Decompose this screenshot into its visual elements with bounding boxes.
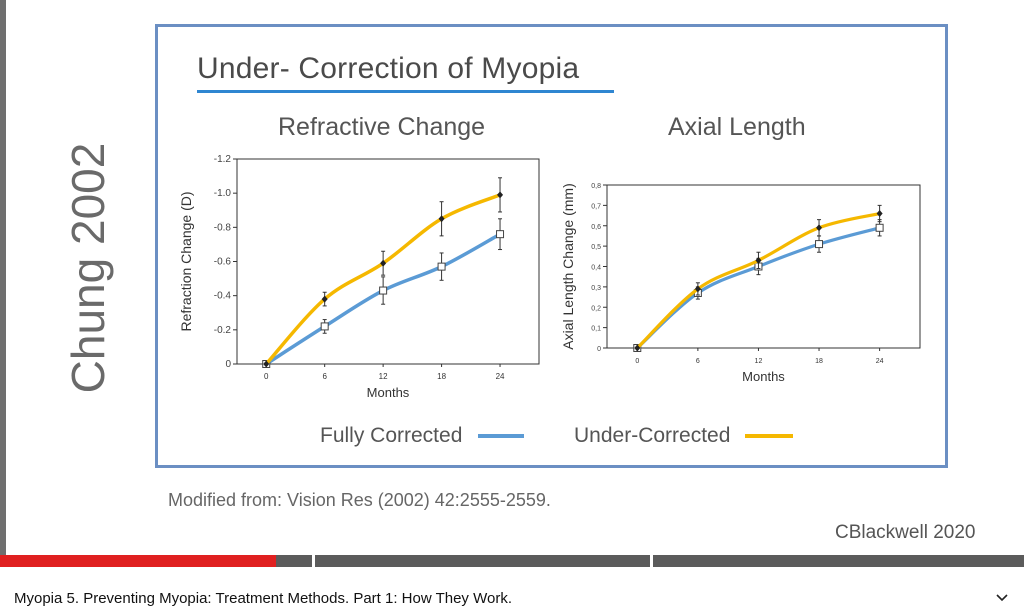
data-point-under-corrected: [263, 360, 270, 368]
video-title: Myopia 5. Preventing Myopia: Treatment M…: [14, 590, 512, 607]
legend-swatch-under-corrected: [745, 434, 793, 438]
x-tick-label: 6: [696, 358, 700, 365]
y-axis-label: Axial Length Change (mm): [560, 183, 576, 350]
x-axis-label: Months: [367, 385, 410, 400]
y-tick-label: 0,7: [591, 203, 601, 210]
frame-edge-bar: [0, 0, 6, 555]
data-point-under-corrected: [634, 344, 641, 352]
x-tick-label: 0: [264, 372, 269, 381]
data-point-fully-corrected: [875, 223, 884, 232]
chapter-marker: [312, 555, 315, 567]
title-underline: [197, 90, 614, 93]
plot-frame: [606, 184, 921, 349]
credit: CBlackwell 2020: [835, 522, 976, 543]
slide-title: Under- Correction of Myopia: [197, 52, 580, 85]
video-frame[interactable]: Under- Correction of Myopia Chung 2002 R…: [0, 0, 1024, 555]
y-tick-label: -0.6: [214, 257, 232, 268]
side-title: Chung 2002: [62, 142, 114, 394]
progress-bar[interactable]: [0, 555, 1024, 567]
data-point-under-corrected: [321, 295, 328, 303]
data-point-under-corrected: [876, 210, 883, 218]
chart-title-refractive: Refractive Change: [278, 113, 486, 141]
data-point-under-corrected: [380, 259, 387, 267]
data-point-under-corrected: [694, 285, 701, 293]
data-point-under-corrected: [816, 224, 823, 232]
data-point-fully-corrected: [437, 262, 446, 271]
data-point-fully-corrected: [496, 230, 505, 239]
x-tick-label: 18: [437, 372, 446, 381]
data-point-under-corrected: [497, 191, 504, 199]
y-tick-label: 0,3: [591, 285, 601, 292]
data-point-fully-corrected: [815, 240, 824, 249]
y-axis-label: Refraction Change (D): [178, 191, 194, 331]
x-tick-label: 6: [322, 372, 327, 381]
x-tick-label: 24: [876, 358, 884, 365]
x-tick-label: 18: [815, 358, 823, 365]
x-tick-label: 0: [635, 358, 639, 365]
caption-bar: [0, 567, 1024, 616]
y-tick-label: 0,6: [591, 224, 601, 231]
legend-swatch-fully-corrected: [478, 434, 524, 438]
data-point-under-corrected: [438, 215, 445, 223]
x-tick-label: 24: [496, 372, 505, 381]
y-tick-label: -0.2: [214, 325, 232, 336]
progress-fill: [0, 555, 277, 567]
y-tick-label: 0,5: [591, 244, 601, 251]
series-line-under-corrected: [635, 211, 882, 350]
x-tick-label: 12: [379, 372, 388, 381]
y-tick-label: 0: [225, 359, 231, 370]
y-tick-label: -0.4: [214, 291, 232, 302]
axial-length-chart: 0 0,1 0,2 0,3 0,4 0,5 0,6 0,7 0,8 0 6 12 18 24 Months A…: [560, 183, 921, 384]
data-point-fully-corrected: [320, 322, 329, 331]
legend-label-fully-corrected: Fully Corrected: [320, 424, 463, 447]
chevron-down-icon[interactable]: [992, 588, 1012, 608]
y-tick-label: 0,8: [591, 183, 601, 190]
y-tick-label: 0,4: [591, 265, 601, 272]
y-tick-label: -1.2: [214, 154, 232, 165]
chart-title-axial: Axial Length: [668, 113, 806, 141]
y-tick-label: -1.0: [214, 188, 232, 199]
data-point-fully-corrected: [379, 286, 388, 295]
y-tick-label: 0: [597, 346, 601, 353]
source-note: Modified from: Vision Res (2002) 42:2555…: [168, 490, 551, 510]
y-tick-label: 0,2: [591, 305, 601, 312]
y-tick-label: 0,1: [591, 326, 601, 333]
series-line-fully-corrected: [635, 226, 882, 350]
y-tick-label: -0.8: [214, 222, 232, 233]
legend-label-under-corrected: Under-Corrected: [574, 424, 731, 447]
data-point-under-corrected: [755, 256, 762, 264]
x-axis-label: Months: [742, 369, 785, 384]
x-tick-label: 12: [755, 358, 763, 365]
chapter-marker: [650, 555, 653, 567]
refractive-change-chart: 0 -0.2 -0.4 -0.6 -0.8 -1.0 -1.2 0 6 12 18 24 Months R…: [178, 154, 540, 400]
